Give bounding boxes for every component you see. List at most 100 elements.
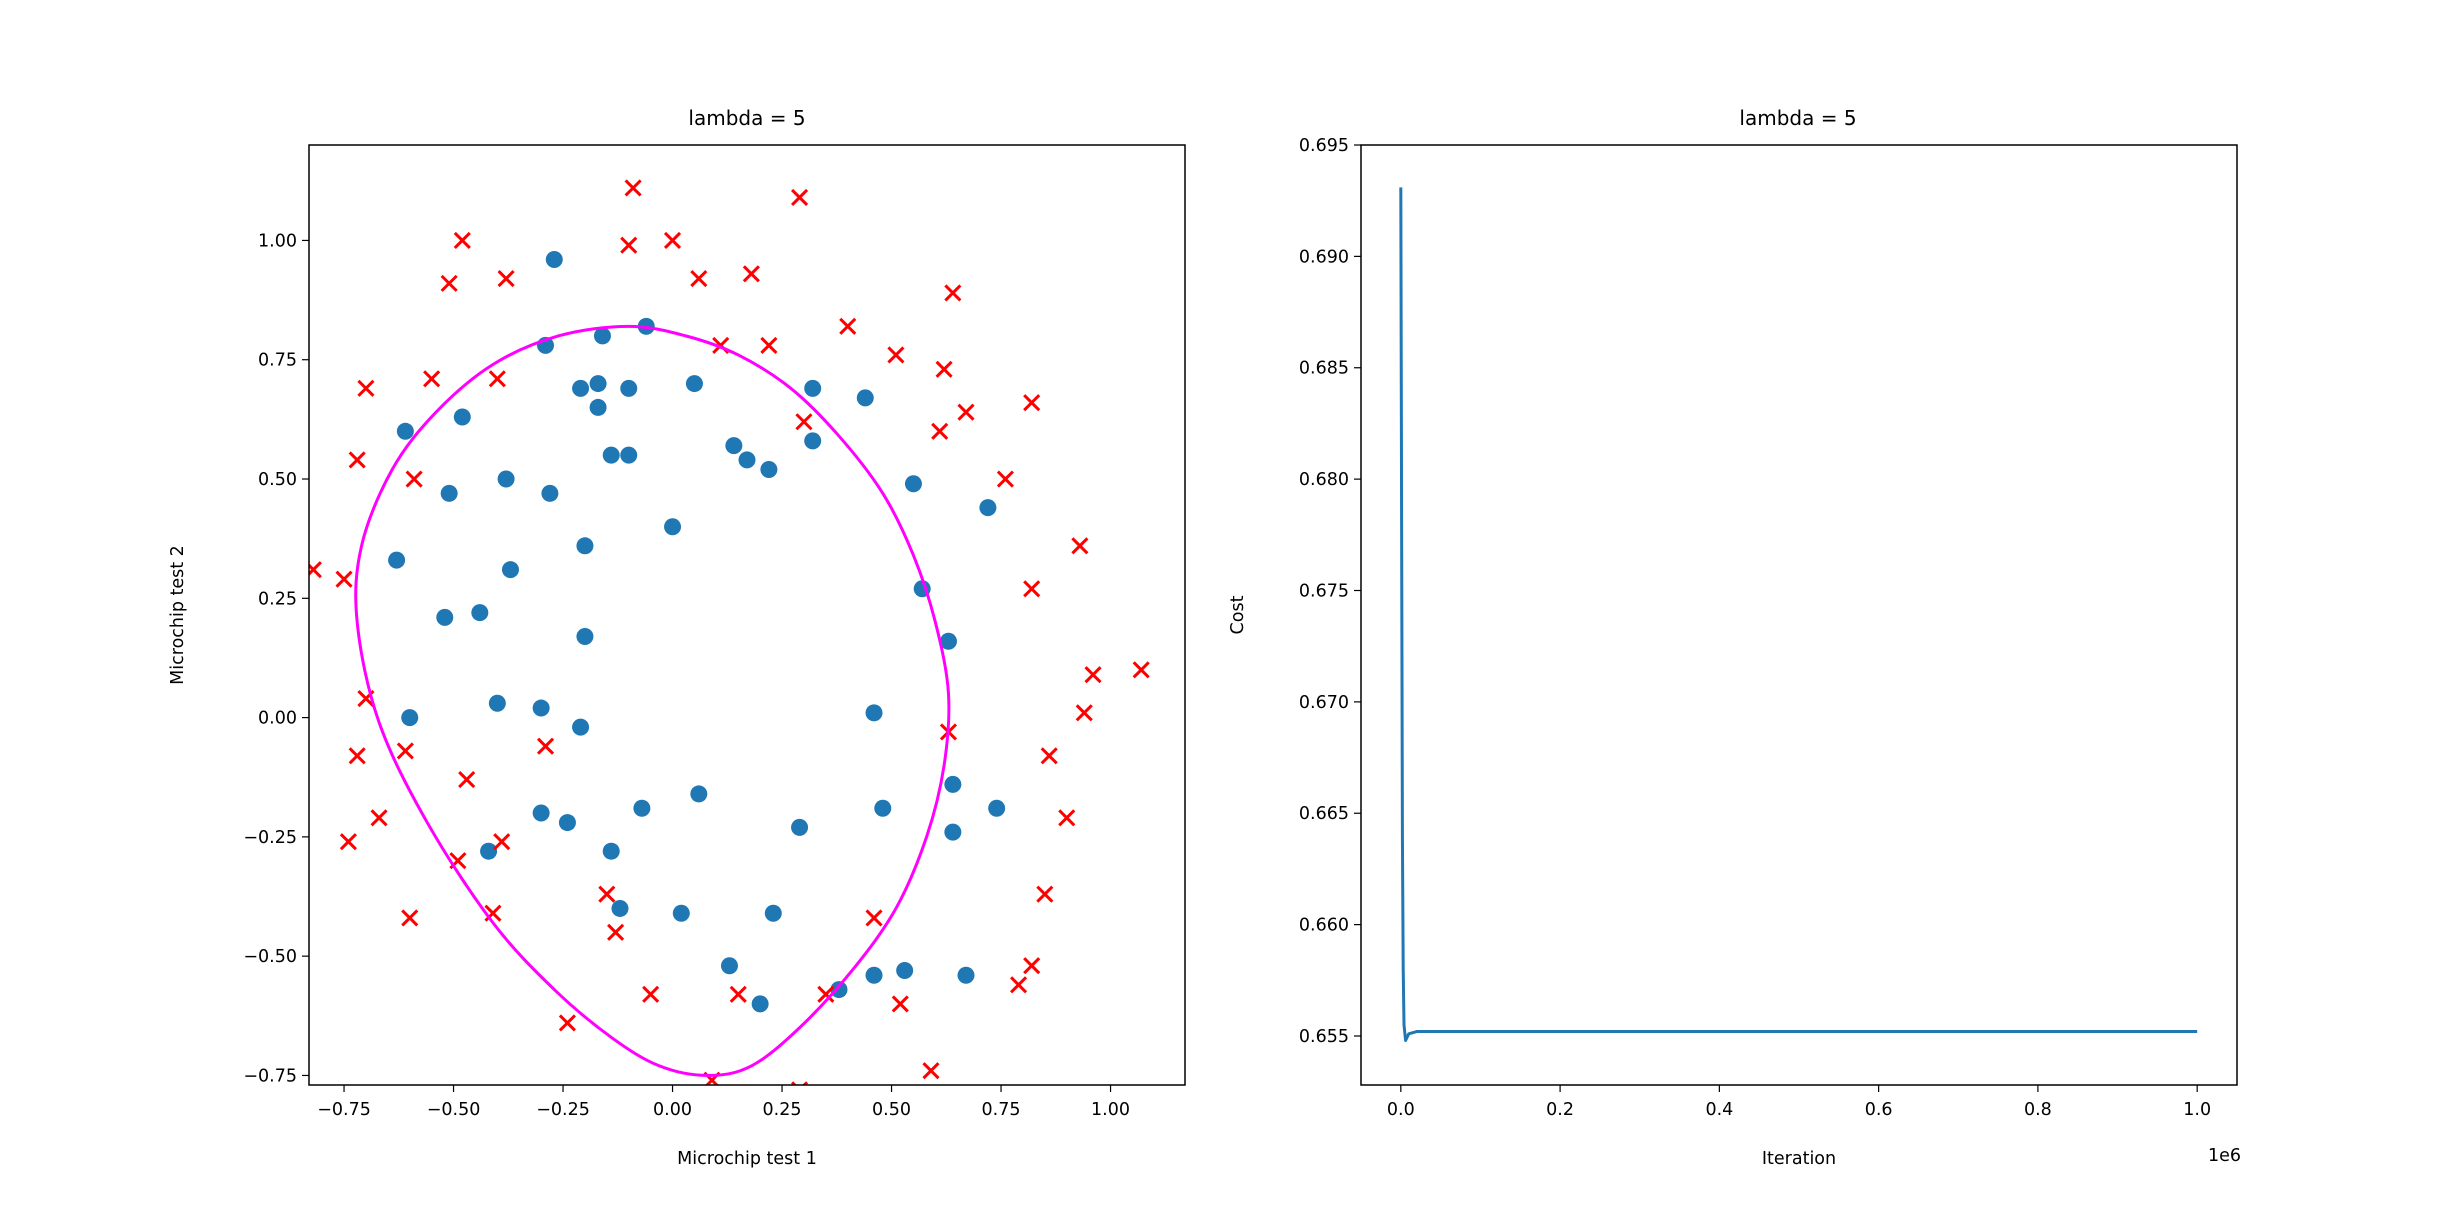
rejected-point (348, 747, 366, 765)
cost-y-tick-label: 0.655 (1299, 1027, 1349, 1047)
cost-y-tick-label: 0.680 (1299, 470, 1349, 490)
accepted-point (830, 981, 848, 999)
cost-x-tick-label: 0.6 (1865, 1100, 1893, 1120)
rejected-point (1040, 747, 1058, 765)
rejected-point (488, 370, 506, 388)
rejected-point-stroke (348, 451, 366, 469)
scatter-series-group (309, 179, 1150, 1085)
cost-y-tick-label: 0.665 (1299, 804, 1349, 824)
cost-x-tick-label: 1.0 (2183, 1100, 2211, 1120)
rejected-point-stroke (1023, 394, 1041, 412)
rejected-point (440, 274, 458, 292)
cost-series-line (1399, 187, 2198, 1042)
accepted-point (545, 251, 563, 269)
accepted-point (401, 709, 419, 727)
rejected-point (922, 1062, 940, 1080)
scatter-y-tick-label: 0.00 (258, 709, 297, 729)
scatter-x-tick-label: 0.75 (982, 1100, 1021, 1120)
rejected-point-stroke (1023, 957, 1041, 975)
rejected-point (1132, 661, 1150, 679)
rejected-point (396, 742, 414, 760)
rejected-point (865, 909, 883, 927)
scatter-axes-frame (308, 144, 1186, 1086)
scatter-x-tick-label: 1.00 (1091, 1100, 1130, 1120)
rejected-point-stroke (1058, 809, 1076, 827)
scatter-plot-area (309, 179, 1150, 1085)
accepted-point (620, 379, 638, 397)
rejected-point-stroke (401, 909, 419, 927)
cost-y-tick-label: 0.685 (1299, 359, 1349, 379)
rejected-point (887, 346, 905, 364)
accepted-point (620, 446, 638, 464)
rejected-point (405, 470, 423, 488)
rejected-point (357, 379, 375, 397)
accepted-point (760, 460, 778, 478)
rejected-point-stroke (309, 561, 322, 577)
accepted-point (672, 904, 690, 922)
rejected-point-stroke (795, 413, 813, 431)
accepted-point (896, 961, 914, 979)
cost-y-tick-label: 0.695 (1299, 136, 1349, 156)
rejected-point-stroke (891, 995, 909, 1013)
accepted-point (572, 718, 590, 736)
rejected-point (1023, 580, 1041, 598)
cost-plot-area (1399, 187, 2198, 1042)
rejected-point-stroke (996, 470, 1014, 488)
scatter-x-axis-label: Microchip test 1 (677, 1149, 817, 1169)
rejected-point-stroke (1071, 537, 1089, 555)
accepted-point (804, 432, 822, 450)
rejected-point-stroke (339, 833, 357, 851)
rejected-point (536, 737, 555, 755)
scatter-x-tick-label: −0.50 (427, 1100, 481, 1120)
accepted-point (501, 561, 519, 579)
rejected-point (729, 985, 747, 1003)
cost-x-scale-label: 1e6 (2208, 1146, 2241, 1166)
rejected-point (335, 570, 353, 588)
rejected-point-stroke (839, 317, 857, 335)
rejected-point (558, 1014, 576, 1032)
accepted-point (541, 484, 559, 502)
scatter-x-tick-label: −0.25 (536, 1100, 590, 1120)
rejected-point-stroke (1023, 580, 1041, 598)
scatter-x-tick-label: 0.50 (872, 1100, 911, 1120)
rejected-point (790, 188, 809, 207)
rejected-point (760, 336, 778, 354)
accepted-point (791, 818, 809, 836)
rejected-point-stroke (957, 403, 975, 421)
cost-y-tick-label: 0.675 (1299, 581, 1349, 601)
accepted-point (939, 632, 957, 650)
rejected-point (839, 317, 857, 335)
accepted-point (589, 375, 607, 393)
rejected-point-stroke (624, 179, 642, 197)
rejected-point-stroke (607, 923, 625, 941)
rejected-point (598, 885, 616, 903)
scatter-y-tick-label: 0.25 (258, 589, 297, 609)
cost-axes-frame (1360, 144, 2238, 1086)
rejected-point (742, 265, 760, 283)
rejected-point (1036, 885, 1054, 903)
rejected-point-stroke (690, 270, 708, 288)
rejected-point (458, 771, 476, 789)
accepted-point (904, 475, 922, 493)
rejected-point-stroke (348, 747, 366, 765)
rejected-point-stroke (790, 188, 809, 207)
cost-y-ticks: 0.655 0.660 0.665 0.670 0.675 0.680 0.685 0.690… (1299, 136, 1361, 1047)
rejected-point-stroke (931, 422, 949, 440)
accepted-point (497, 470, 515, 488)
cost-x-ticks: 0.0 0.2 0.4 0.6 0.8 1.0 (1387, 1085, 2211, 1120)
accepted-point (944, 775, 962, 793)
scatter-y-tick-label: −0.75 (243, 1066, 297, 1086)
accepted-point (738, 451, 756, 469)
rejected-point (944, 284, 962, 302)
rejected-point (1023, 394, 1041, 412)
cost-x-tick-label: 0.2 (1546, 1100, 1574, 1120)
accepted-point (988, 799, 1006, 817)
rejected-point-stroke (760, 336, 778, 354)
rejected-point (1071, 537, 1089, 555)
rejected-point (493, 833, 511, 851)
accepted-point (593, 327, 611, 345)
accepted-point (865, 966, 883, 984)
rejected-point (339, 833, 357, 851)
accepted-point (725, 437, 743, 455)
rejected-point (370, 809, 388, 827)
